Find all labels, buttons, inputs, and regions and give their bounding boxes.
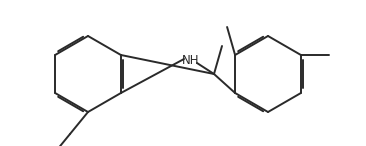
Text: NH: NH <box>182 54 200 67</box>
